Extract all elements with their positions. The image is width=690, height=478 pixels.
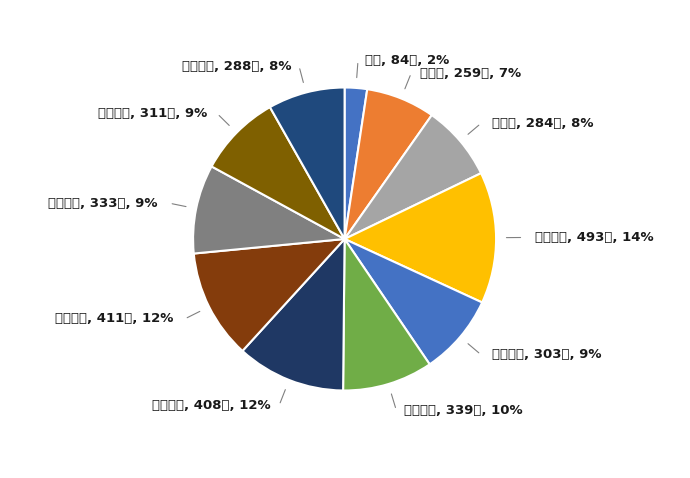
Wedge shape xyxy=(212,107,344,239)
Text: ５０歳～, 411人, 12%: ５０歳～, 411人, 12% xyxy=(55,313,173,326)
Wedge shape xyxy=(242,239,344,391)
Wedge shape xyxy=(343,239,430,391)
Wedge shape xyxy=(344,89,432,239)
Text: ７０歳～, 311人, 9%: ７０歳～, 311人, 9% xyxy=(97,107,207,120)
Text: ８０歳～, 288人, 8%: ８０歳～, 288人, 8% xyxy=(182,60,291,73)
Text: ２０歳～, 303人, 9%: ２０歳～, 303人, 9% xyxy=(491,348,601,361)
Text: ０歳, 84人, 2%: ０歳, 84人, 2% xyxy=(364,54,448,67)
Text: ３０歳～, 339人, 10%: ３０歳～, 339人, 10% xyxy=(404,403,523,417)
Wedge shape xyxy=(193,166,344,253)
Text: ５歳～, 284人, 8%: ５歳～, 284人, 8% xyxy=(491,117,593,130)
Wedge shape xyxy=(344,173,496,303)
Wedge shape xyxy=(270,87,344,239)
Text: ６０歳～, 333人, 9%: ６０歳～, 333人, 9% xyxy=(48,196,157,210)
Text: １０歳～, 493人, 14%: １０歳～, 493人, 14% xyxy=(535,231,654,244)
Wedge shape xyxy=(344,239,482,364)
Text: １歳～, 259人, 7%: １歳～, 259人, 7% xyxy=(420,66,521,80)
Wedge shape xyxy=(194,239,344,351)
Wedge shape xyxy=(344,87,367,239)
Wedge shape xyxy=(344,115,481,239)
Text: ４０歳～, 408人, 12%: ４０歳～, 408人, 12% xyxy=(152,399,271,412)
